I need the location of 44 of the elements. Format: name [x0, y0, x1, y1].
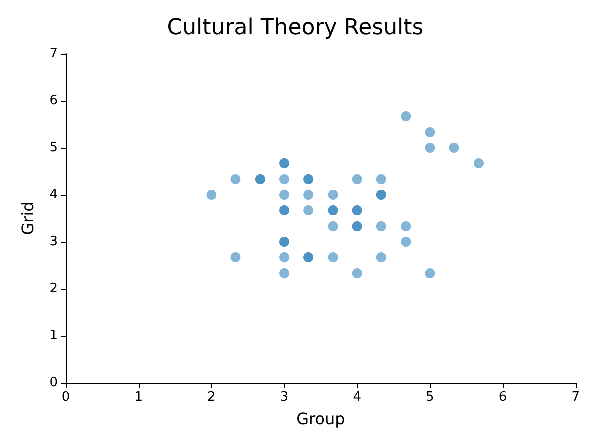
- point: [280, 174, 290, 184]
- x-tick-label: 5: [426, 390, 434, 405]
- point: [352, 268, 362, 278]
- x-tick-label: 7: [572, 390, 580, 405]
- point: [206, 190, 217, 200]
- point: [304, 206, 314, 216]
- point: [280, 268, 290, 278]
- point: [328, 190, 338, 200]
- point: [376, 252, 386, 263]
- point: [328, 221, 338, 232]
- point: [376, 221, 386, 232]
- x-tick-label: 3: [280, 390, 289, 405]
- point: [230, 252, 241, 263]
- y-tick-label: 0: [50, 376, 58, 390]
- y-tick-label: 2: [50, 282, 58, 296]
- point: [401, 221, 412, 232]
- point: [328, 252, 338, 263]
- y-tick-label: 7: [50, 46, 58, 62]
- point: [304, 190, 314, 200]
- y-axis-title: Grid: [18, 202, 38, 236]
- point: [474, 158, 484, 169]
- x-tick-label: 0: [62, 390, 70, 405]
- point: [425, 127, 436, 138]
- y-tick-label: 4: [50, 188, 58, 202]
- point: [425, 143, 436, 153]
- point: [401, 112, 412, 122]
- x-tick-label: 2: [208, 390, 216, 405]
- y-tick-label: 3: [50, 234, 58, 250]
- chart-title: Cultural Theory Results: [167, 16, 424, 40]
- y-tick-label: 6: [50, 94, 58, 108]
- y-tick-label: 5: [50, 140, 58, 156]
- point: [230, 174, 241, 184]
- x-tick-label: 4: [353, 390, 362, 405]
- point: [280, 252, 290, 263]
- point: [280, 190, 290, 200]
- y-tick-label: 1: [50, 328, 58, 344]
- point: [352, 174, 362, 184]
- point: [401, 237, 412, 247]
- x-tick-label: 1: [134, 390, 143, 405]
- point: [449, 143, 460, 153]
- x-tick-label: 6: [498, 390, 508, 405]
- point: [376, 174, 386, 184]
- x-axis-title: Group: [296, 410, 346, 428]
- point: [425, 268, 436, 278]
